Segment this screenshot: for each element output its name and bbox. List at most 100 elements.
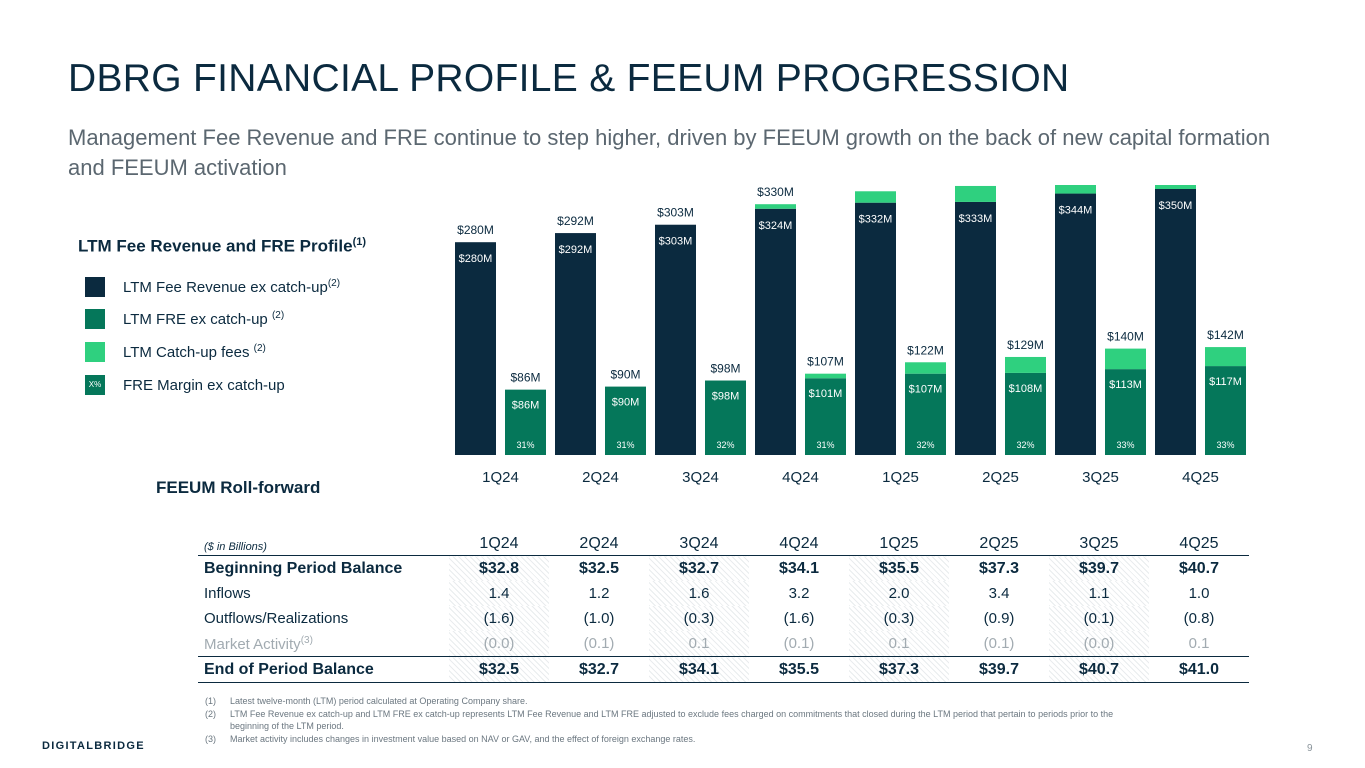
data-label-fee-revenue: $350M <box>1159 200 1193 212</box>
data-label-fre: $90M <box>612 397 640 409</box>
legend-swatch-catchup <box>85 342 105 362</box>
data-label-fee-revenue: $292M <box>559 244 593 256</box>
footnote-1: (1) Latest twelve-month (LTM) period calc… <box>205 696 528 706</box>
table-cell: (1.6) <box>449 606 549 631</box>
row-label: Beginning Period Balance <box>204 559 403 577</box>
bar-fre <box>705 380 746 455</box>
table-row: Market Activity(3) (0.0) (0.1) 0.1 (0.1) 0.1 (… <box>198 631 1249 657</box>
column-header: 1Q24 <box>479 535 519 552</box>
footnote-2: (2) LTM Fee Revenue ex catch-up and LTM F… <box>205 708 1114 732</box>
table-cell: 3.4 <box>988 585 1010 602</box>
page-title: DBRG FINANCIAL PROFILE & FEEUM PROGRESSI… <box>68 57 1070 100</box>
legend-label-catchup: LTM Catch-up fees (2) <box>123 343 266 361</box>
column-header: 4Q24 <box>779 535 819 552</box>
table-cell: 1.1 <box>1049 581 1149 606</box>
table-cell: $39.7 <box>949 656 1049 683</box>
table-units-label: ($ in Billions) <box>204 541 267 553</box>
page-subtitle: Management Fee Revenue and FRE continue … <box>68 125 1271 180</box>
table-cell: $32.7 <box>549 656 649 683</box>
data-label-fre-total: $142M <box>1207 328 1244 342</box>
data-label-fee-revenue: $324M <box>759 220 793 232</box>
data-label-fre: $98M <box>712 391 740 403</box>
chart-heading-footnote: (1) <box>352 236 367 248</box>
data-label-fre-total: $90M <box>610 368 640 382</box>
fee-revenue-fre-chart: $280M $86M 31% $280M $86M 1Q24 $292M $90M 31% $29… <box>455 185 1246 486</box>
feeum-rollforward-table: ($ in Billions) 1Q24 2Q24 3Q24 4Q24 1Q25… <box>198 528 1249 683</box>
bar-fee-revenue-catchup <box>855 191 896 203</box>
table-cell: (0.9) <box>983 610 1015 627</box>
x-tick-label: 1Q24 <box>482 469 519 486</box>
data-label-fee-revenue-total: $330M <box>757 185 794 199</box>
table-cell: $34.1 <box>649 656 749 683</box>
data-label-fre: $101M <box>809 388 843 400</box>
data-label-fre-margin: 32% <box>716 440 734 450</box>
row-label: End of Period Balance <box>198 656 449 683</box>
data-label-fre-total: $122M <box>907 343 944 357</box>
table-cell: $32.5 <box>578 559 620 577</box>
column-header: 3Q24 <box>679 535 719 552</box>
digitalbridge-logo: DIGITALBRIDGE <box>42 740 145 752</box>
page-number: 9 <box>1307 743 1313 754</box>
feeum-section-heading: FEEUM Roll-forward <box>156 478 321 497</box>
bar-fee-revenue <box>1155 189 1196 455</box>
data-label-fre: $107M <box>909 384 943 396</box>
table-row: Inflows 1.4 1.2 1.6 3.2 2.0 3.4 1.1 1.0 <box>198 581 1249 606</box>
table-cell: $37.3 <box>849 656 949 683</box>
x-tick-label: 2Q24 <box>582 469 619 486</box>
legend-swatch-margin: X% <box>85 375 105 395</box>
column-header: 1Q25 <box>879 535 919 552</box>
table-cell: $32.5 <box>449 656 549 683</box>
table-cell: (0.1) <box>1049 606 1149 631</box>
bar-fee-revenue-catchup <box>755 204 796 209</box>
data-label-fre-margin: 32% <box>1016 440 1034 450</box>
data-label-fee-revenue: $280M <box>459 253 493 265</box>
bar-fre <box>505 389 546 455</box>
bar-fre-catchup <box>1105 348 1146 370</box>
table-row: End of Period Balance $32.5 $32.7 $34.1 $35.… <box>198 656 1249 683</box>
data-label-fre: $113M <box>1109 379 1142 391</box>
data-label-fre-total: $98M <box>710 362 740 376</box>
data-label-fee-revenue-total: $303M <box>657 206 694 220</box>
table-cell: $40.7 <box>1049 656 1149 683</box>
bar-fre <box>1005 372 1046 455</box>
bar-fre-catchup <box>905 362 946 374</box>
legend-swatch-fee-revenue <box>85 277 105 297</box>
table-cell: (0.0) <box>449 631 549 657</box>
bar-fee-revenue <box>955 201 996 455</box>
bar-fre-catchup <box>1205 347 1246 367</box>
table-cell: (1.6) <box>783 610 815 627</box>
legend-label-fre: LTM FRE ex catch-up (2) <box>123 310 285 328</box>
data-label-fre: $108M <box>1009 383 1043 395</box>
data-label-fee-revenue: $344M <box>1059 205 1093 217</box>
x-tick-label: 4Q25 <box>1182 469 1219 486</box>
table-cell: (0.8) <box>1183 610 1215 627</box>
data-label-fre-total: $140M <box>1107 330 1144 344</box>
data-label-fee-revenue-total: $347M <box>857 185 894 186</box>
data-label-fre-margin: 31% <box>516 440 534 450</box>
table-cell: 0.1 <box>849 631 949 657</box>
table-cell: 3.2 <box>788 585 810 602</box>
legend-label-fee-revenue: LTM Fee Revenue ex catch-up(2) <box>123 278 341 296</box>
bar-fee-revenue <box>755 208 796 455</box>
chart-section-heading: LTM Fee Revenue and FRE Profile(1) <box>78 236 366 257</box>
data-label-fre-total: $129M <box>1007 338 1044 352</box>
x-tick-label: 3Q24 <box>682 469 719 486</box>
table-cell: $37.3 <box>978 559 1020 577</box>
table-cell: (0.0) <box>1049 631 1149 657</box>
bar-fre <box>1205 366 1246 455</box>
table-cell: (1.0) <box>583 610 615 627</box>
chart-heading-text: LTM Fee Revenue and FRE Profile <box>78 236 353 256</box>
table-cell: $39.7 <box>1049 555 1149 581</box>
bar-fre-catchup <box>1005 356 1046 373</box>
data-label-fre-margin: 31% <box>816 440 834 450</box>
bar-fre <box>805 378 846 455</box>
table-cell: (0.3) <box>849 606 949 631</box>
table-cell: 2.0 <box>849 581 949 606</box>
table-cell: 1.6 <box>649 581 749 606</box>
row-label: Market Activity(3) <box>204 634 313 653</box>
table-cell: $41.0 <box>1149 656 1249 683</box>
data-label-fre-margin: 32% <box>916 440 934 450</box>
data-label-fre-margin: 33% <box>1216 440 1234 450</box>
table-cell: (0.3) <box>649 606 749 631</box>
bar-fee-revenue-catchup <box>1055 185 1096 194</box>
